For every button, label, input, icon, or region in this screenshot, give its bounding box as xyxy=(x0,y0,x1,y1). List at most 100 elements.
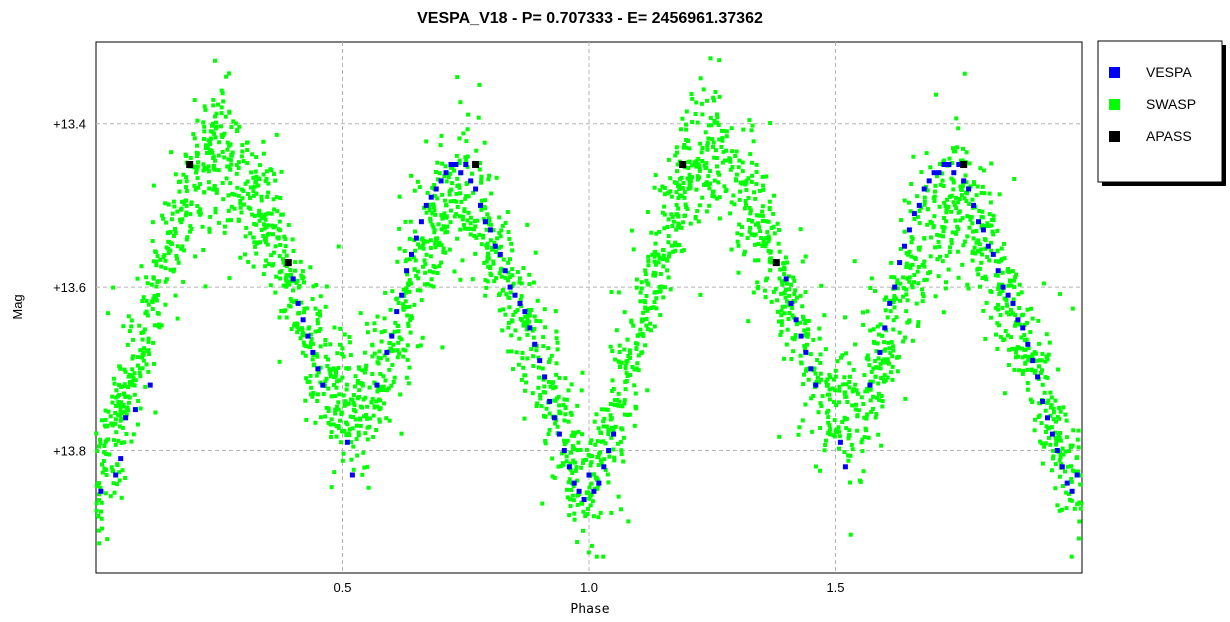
swasp-point xyxy=(740,160,745,165)
swasp-point xyxy=(236,166,241,170)
swasp-point xyxy=(136,399,141,403)
swasp-point xyxy=(700,159,705,163)
swasp-point xyxy=(462,207,467,212)
swasp-point xyxy=(760,204,765,209)
swasp-point xyxy=(688,183,693,188)
vespa-point xyxy=(556,431,562,437)
swasp-point xyxy=(968,217,973,222)
swasp-point xyxy=(559,451,564,456)
swasp-point xyxy=(390,362,395,367)
swasp-point xyxy=(901,286,906,290)
swasp-point xyxy=(315,321,320,326)
swasp-point xyxy=(188,212,193,217)
swasp-point xyxy=(683,202,688,207)
swasp-point xyxy=(447,247,452,252)
swasp-point xyxy=(499,244,503,249)
swasp-point xyxy=(423,262,428,267)
swasp-point xyxy=(661,264,666,269)
swasp-point xyxy=(506,270,511,275)
swasp-point xyxy=(431,284,436,289)
swasp-point xyxy=(272,172,276,177)
swasp-point xyxy=(309,385,314,390)
swasp-point xyxy=(388,307,393,312)
swasp-point xyxy=(790,306,795,311)
swasp-point xyxy=(673,153,678,158)
swasp-point xyxy=(676,184,680,189)
vespa-point xyxy=(1045,415,1050,421)
swasp-point xyxy=(376,386,381,390)
swasp-point xyxy=(836,425,841,430)
swasp-point xyxy=(1060,446,1065,451)
swasp-point xyxy=(993,259,998,264)
vespa-point xyxy=(300,317,306,323)
swasp-point xyxy=(875,324,880,329)
swasp-point xyxy=(711,95,716,100)
swasp-point xyxy=(711,144,715,149)
swasp-point xyxy=(1009,283,1014,288)
vespa-point xyxy=(433,186,439,192)
swasp-point xyxy=(708,56,713,61)
swasp-point xyxy=(941,234,945,239)
swasp-point xyxy=(1002,241,1006,246)
swasp-point xyxy=(640,332,645,336)
swasp-point xyxy=(1010,311,1015,316)
swasp-point xyxy=(946,205,951,209)
swasp-point xyxy=(413,229,417,234)
swasp-point xyxy=(926,271,931,276)
swasp-point xyxy=(192,98,197,103)
swasp-point xyxy=(114,430,119,435)
swasp-point xyxy=(749,179,754,184)
swasp-point xyxy=(374,428,379,432)
swasp-point xyxy=(704,180,709,185)
swasp-point xyxy=(439,243,444,248)
swasp-point xyxy=(621,459,626,464)
swasp-point xyxy=(498,234,503,239)
swasp-point xyxy=(266,231,271,236)
swasp-point xyxy=(1051,454,1056,459)
swasp-point xyxy=(440,345,445,350)
swasp-point xyxy=(777,249,782,254)
swasp-point xyxy=(308,265,313,270)
swasp-point xyxy=(542,307,547,312)
swasp-point xyxy=(213,58,217,63)
swasp-point xyxy=(871,366,876,371)
swasp-point xyxy=(421,264,425,269)
swasp-point xyxy=(649,230,654,235)
swasp-point xyxy=(347,427,352,432)
swasp-point xyxy=(681,181,686,185)
swasp-point xyxy=(291,249,296,253)
swasp-point xyxy=(140,366,145,371)
swasp-point xyxy=(310,297,315,301)
swasp-point xyxy=(798,293,803,298)
swasp-point xyxy=(192,136,197,141)
swasp-point xyxy=(909,283,914,288)
swasp-point xyxy=(623,364,628,368)
swasp-point xyxy=(437,240,442,245)
swasp-point xyxy=(612,398,617,403)
vespa-point xyxy=(916,202,922,208)
swasp-point xyxy=(724,129,729,134)
swasp-point xyxy=(396,329,401,334)
swasp-point xyxy=(566,480,571,485)
swasp-point xyxy=(895,369,900,374)
swasp-point xyxy=(1022,322,1027,327)
swasp-point xyxy=(690,96,695,101)
swasp-point xyxy=(581,509,586,514)
swasp-point xyxy=(723,158,728,163)
swasp-point xyxy=(139,264,144,269)
swasp-point xyxy=(802,328,807,333)
swasp-point xyxy=(743,199,748,203)
swasp-point xyxy=(895,355,900,360)
swasp-point xyxy=(1064,418,1069,423)
swasp-point xyxy=(554,329,559,334)
swasp-point xyxy=(479,207,484,212)
swasp-point xyxy=(519,318,524,323)
swasp-point xyxy=(314,352,319,357)
swasp-point xyxy=(651,270,656,275)
swasp-point xyxy=(742,249,747,254)
swasp-point xyxy=(559,464,564,469)
swasp-point xyxy=(991,213,996,218)
swasp-point xyxy=(738,189,743,194)
swasp-point xyxy=(668,287,673,292)
swasp-point xyxy=(761,240,766,245)
